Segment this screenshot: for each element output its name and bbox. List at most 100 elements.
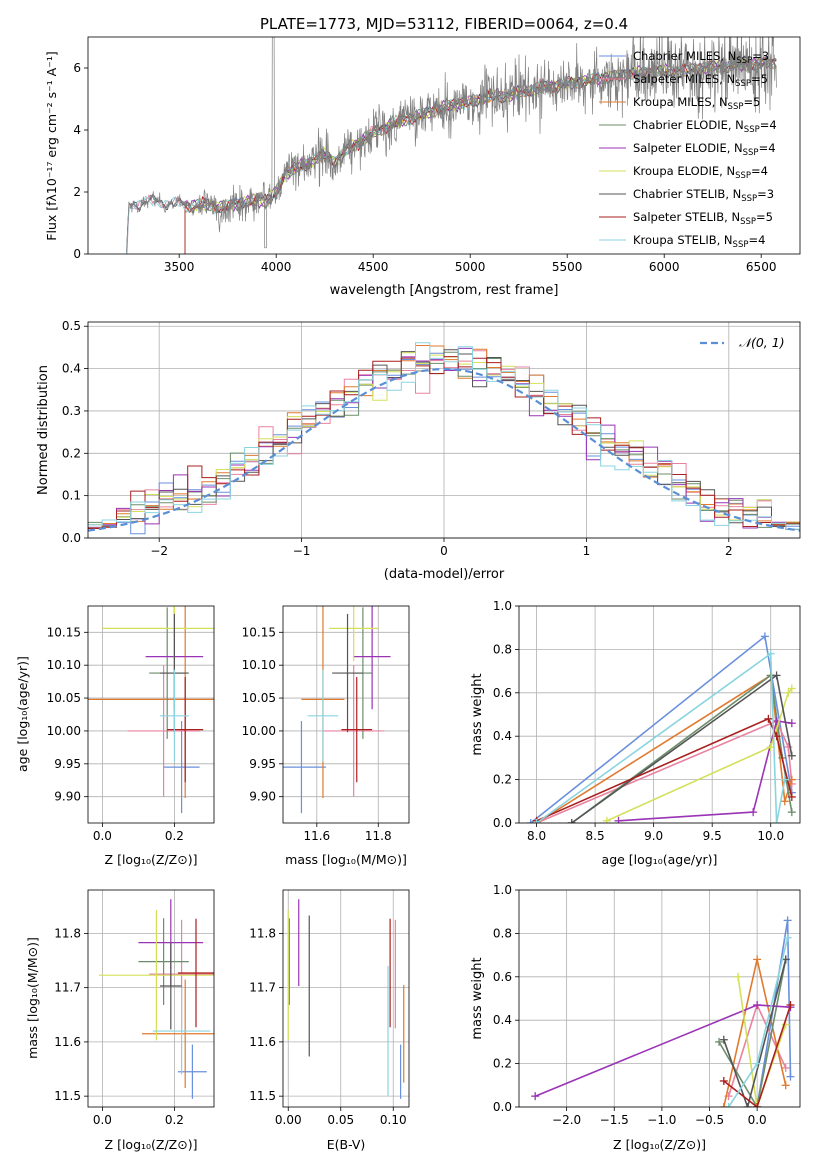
y-axis-label: mass weight <box>470 673 485 755</box>
x-tick-label: 9.5 <box>703 829 722 843</box>
y-tick-label: 0.3 <box>62 404 81 418</box>
mass-weight-marker <box>531 1092 540 1101</box>
y-tick-label: 0.5 <box>62 319 81 333</box>
mass-weight-marker <box>787 719 796 728</box>
x-tick-label: 2 <box>725 544 733 558</box>
figure-title: PLATE=1773, MJD=53112, FIBERID=0064, z=0… <box>260 15 628 33</box>
y-axis-label: Normed distribution <box>36 365 51 495</box>
plot-background <box>519 606 800 823</box>
age-vs-mass-panel: 11.6 11.8 9.90 9.95 10.00 10.05 10.10 10.15 mass… <box>242 605 410 867</box>
normal-curve <box>88 367 800 532</box>
mass-weight-marker <box>764 714 773 723</box>
x-axis-label: wavelength [Angstrom, rest frame] <box>330 283 559 298</box>
y-axis-label: mass weight <box>470 957 485 1039</box>
mass-vs-extinction-panel: 0.00 0.05 0.10 11.5 11.6 11.7 11.8 E(B-V) <box>249 889 410 1152</box>
x-tick-label: 8.0 <box>527 829 546 843</box>
mass-weight-marker <box>753 1059 762 1068</box>
y-tick-label: 10.00 <box>242 724 276 738</box>
mass-weight-marker <box>780 797 789 806</box>
mass-weight-marker <box>780 775 789 784</box>
mass-weight-line <box>723 959 787 1107</box>
x-axis-label: (data-model)/error <box>384 567 505 582</box>
spectrum-panel: 3500 4000 4500 5000 5500 6000 6500 0 2 4 6 Chabrier… <box>44 36 801 298</box>
y-tick-label: 9.95 <box>249 757 276 771</box>
legend-entry: Kroupa ELODIE, NSSP=4 <box>633 164 768 181</box>
x-tick-label: −2 <box>150 544 168 558</box>
mass-weight-marker <box>614 816 623 823</box>
mass-weight-marker <box>753 1001 762 1010</box>
error-bars <box>283 606 391 814</box>
legend-entry: Kroupa MILES, NSSP=5 <box>633 95 760 112</box>
plot-frame <box>87 889 215 1108</box>
error-bars <box>287 899 405 1099</box>
x-tick-label: 5000 <box>455 260 486 274</box>
y-tick-label: 10.10 <box>242 658 276 672</box>
y-tick-label: 1.0 <box>493 883 512 897</box>
age-vs-metallicity-panel: 0.0 0.2 9.90 9.95 10.00 10.05 10.10 10.15 Z [log… <box>15 605 215 867</box>
mass-weight-marker <box>724 1103 733 1107</box>
mass-weight-marker <box>760 632 769 641</box>
y-tick-label: 0.2 <box>62 446 81 460</box>
y-tick-label: 2 <box>73 185 81 199</box>
plot-frame <box>87 36 801 255</box>
error-bars <box>98 899 214 1099</box>
x-tick-label: 4000 <box>261 260 292 274</box>
x-tick-label: 0.2 <box>165 829 184 843</box>
mass-weight-marker <box>567 819 576 823</box>
plot-frame <box>87 321 801 539</box>
plot-frame <box>282 889 410 1108</box>
mass-weight-marker <box>766 649 775 658</box>
y-tick-label: 11.5 <box>249 1089 276 1103</box>
mass-weight-marker <box>715 1037 724 1046</box>
mass-weight-marker <box>719 1103 728 1107</box>
mass-weight-marker <box>787 775 796 784</box>
y-tick-label: 10.10 <box>47 658 81 672</box>
mass-weight-marker <box>786 1072 795 1081</box>
mass-weight-marker <box>734 972 743 981</box>
x-tick-label: 6000 <box>649 260 680 274</box>
y-tick-label: 11.6 <box>54 1035 81 1049</box>
plot-frame <box>282 605 410 824</box>
observed-spectrum-line <box>126 37 777 253</box>
legend-entry: Chabrier MILES, NSSP=3 <box>633 49 769 66</box>
mass-weight-line <box>536 652 786 823</box>
plot-background <box>88 890 214 1107</box>
y-tick-label: 9.90 <box>54 790 81 804</box>
y-tick-label: 0.0 <box>62 531 81 545</box>
mass-weight-marker <box>532 819 541 823</box>
mass-weight-marker <box>781 1063 790 1072</box>
y-tick-label: 0.0 <box>493 1100 512 1114</box>
y-tick-label: 0.0 <box>493 816 512 830</box>
y-tick-label: 11.6 <box>249 1035 276 1049</box>
x-tick-label: 4500 <box>358 260 389 274</box>
y-tick-label: 11.8 <box>54 926 81 940</box>
y-tick-label: 10.15 <box>47 625 81 639</box>
mass-weight-line <box>606 687 793 822</box>
error-bars <box>88 606 214 814</box>
plot-frame <box>518 889 801 1108</box>
mass-weight-marker <box>781 1081 790 1090</box>
histogram-step <box>88 342 800 530</box>
mass-weight-marker <box>783 933 792 942</box>
legend-entry: Salpeter MILES, NSSP=5 <box>633 72 768 89</box>
legend: Chabrier MILES, NSSP=3 Salpeter MILES, NS… <box>599 49 777 250</box>
x-tick-label: 0.05 <box>327 1113 354 1127</box>
x-axis-label: Z [log₁₀(Z/Z⊙)] <box>105 852 198 867</box>
x-axis-label: Z [log₁₀(Z/Z⊙)] <box>613 1137 706 1152</box>
mass-weight-lines <box>531 916 795 1107</box>
x-tick-label: −1.0 <box>647 1113 676 1127</box>
x-tick-label: 0 <box>440 544 448 558</box>
histogram-step <box>88 356 800 529</box>
y-tick-label: 0.2 <box>493 773 512 787</box>
legend-entry: Chabrier ELODIE, NSSP=4 <box>633 118 777 135</box>
y-tick-label: 9.90 <box>249 790 276 804</box>
y-tick-label: 0.6 <box>493 686 512 700</box>
plot-frame <box>87 605 215 824</box>
y-tick-label: 0.8 <box>493 642 512 656</box>
x-tick-label: 1 <box>583 544 591 558</box>
y-tick-label: 0.2 <box>493 1057 512 1071</box>
y-tick-label: 0.6 <box>493 970 512 984</box>
y-axis-label: mass [log₁₀(M/M⊙)] <box>25 937 40 1059</box>
mass-weight-line <box>571 673 793 823</box>
x-tick-label: 11.8 <box>365 829 392 843</box>
